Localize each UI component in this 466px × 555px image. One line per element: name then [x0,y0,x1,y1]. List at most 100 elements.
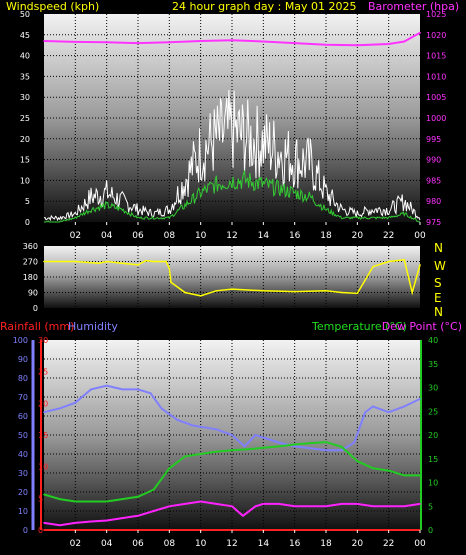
humidity-y-tick-label: 40 [18,450,28,459]
wind-y-tick-label: 10 [20,176,30,185]
temperature-y-tick-label: 15 [428,455,438,464]
barometer-y-tick-label: 1010 [426,72,446,81]
rainfall-y-tick-label: 25 [38,368,48,377]
wind-direction-line-point [356,292,359,295]
barometer-line-point [403,40,406,43]
barometer-y-tick-label: 1005 [426,93,446,102]
temperature-line-point [356,460,359,462]
humidity-line-point [149,392,152,395]
temperature-line-point [262,447,265,449]
wind-x-tick-label: 02 [70,231,81,241]
weather-x-tick-label: 22 [383,539,394,549]
dewpoint-line-point [325,505,327,508]
temperature-y-tick-label: 40 [428,336,438,345]
temperature-line-point [309,442,312,444]
direction-n-bottom: N [434,305,443,319]
wind-x-tick-label: 18 [320,231,332,241]
wind-direction-line-point [170,281,172,284]
direction-e: E [434,291,442,305]
dewpoint-line [43,500,421,527]
wind-direction-line-point [403,259,406,261]
humidity-y-tick-label: 50 [18,431,28,440]
barometer-line-point [419,31,421,34]
dewpoint-line-point [309,505,312,508]
temperature-y-tick-label: 10 [428,479,438,488]
temperature-line-point [152,488,155,491]
humidity-line-point [364,411,367,414]
barometer-line-point [105,41,108,44]
barometer-y-tick-label: 995 [426,135,441,144]
humidity-y-tick-label: 10 [18,507,28,516]
wind-direction-line-point [137,264,139,266]
weather-x-tick-label: 02 [70,539,81,549]
wind-direction-line-point [74,260,77,263]
dewpoint-line-point [403,505,406,508]
temperature-line-point [121,498,124,500]
rainfall-y-tick-label: 20 [38,399,48,408]
dewpoint-line-point [372,505,374,508]
temperature-line-point [231,449,233,452]
wind-y-tick-label: 5 [25,197,30,206]
wind-y-tick-label: 20 [20,135,30,144]
weather-x-tick-label: 04 [101,539,113,549]
barometer-y-tick-label: 1025 [426,10,446,19]
wind-direction-line-point [98,262,100,265]
direction-y-tick-label: 90 [28,289,38,298]
dewpoint-line-point [152,510,155,512]
wind-direction-line-point [215,290,218,292]
humidity-y-tick-label: 20 [18,488,28,497]
weather-x-tick-label: 16 [289,539,301,549]
weather-x-tick-label: 00 [414,539,426,549]
humidity-line-point [121,388,124,391]
dewpoint-line-point [356,503,359,505]
dewpoint-line-point [90,520,92,523]
barometer-line-point [43,40,45,42]
humidity-line-point [254,434,257,436]
dewpoint-line-point [231,505,233,508]
temperature-line-point [293,443,296,446]
humidity-line-point [293,445,296,448]
temperature-y-tick-label: 25 [428,407,438,416]
wind-x-tick-label: 00 [414,231,426,241]
barometer-y-tick-label: 980 [426,197,441,206]
dewpoint-line-point [293,505,296,508]
barometer-line [43,31,421,47]
temperature-line-point [419,474,421,477]
weather-x-tick-label: 20 [352,539,364,549]
wind-average-line [44,169,421,223]
wind-direction-line-point [231,288,233,290]
wind-y-tick-label: 40 [20,52,30,61]
temperature-label: Temperature (°C) [311,320,407,333]
dewpoint-line-point [254,505,257,508]
humidity-line-point [43,411,45,414]
direction-n-top: N [434,241,443,255]
barometer-line-point [325,44,327,46]
wind-direction-line-point [325,290,327,292]
humidity-y-tick-label: 90 [18,355,28,364]
rainfall-y-tick-label: 30 [38,336,48,345]
wind-x-tick-label: 12 [226,231,237,241]
weather-x-tick-label: 18 [320,539,332,549]
wind-direction-line-point [105,260,108,263]
barometer-line-point [137,42,139,44]
wind-direction-line-point [165,260,167,263]
barometer-line-point [74,41,77,43]
barometer-line-point [168,41,171,44]
humidity-line [43,384,421,452]
humidity-line-point [215,428,218,431]
weather-x-tick-label: 14 [258,539,270,549]
barometer-y-tick-label: 975 [426,218,441,227]
wind-x-tick-label: 14 [258,231,270,241]
weather-x-tick-label: 06 [132,539,144,549]
wind-y-tick-label: 25 [20,114,30,123]
wind-direction-line-point [145,259,147,262]
direction-y-tick-label: 270 [23,258,38,267]
dewpoint-line-point [137,515,139,517]
dewpoint-line-point [121,517,124,519]
humidity-line-point [403,405,406,408]
dewpoint-line-point [184,503,186,505]
temperature-line-point [74,500,77,503]
wind-direction-line-point [419,264,421,266]
direction-s: S [434,276,442,290]
wind-x-tick-label: 08 [164,231,176,241]
